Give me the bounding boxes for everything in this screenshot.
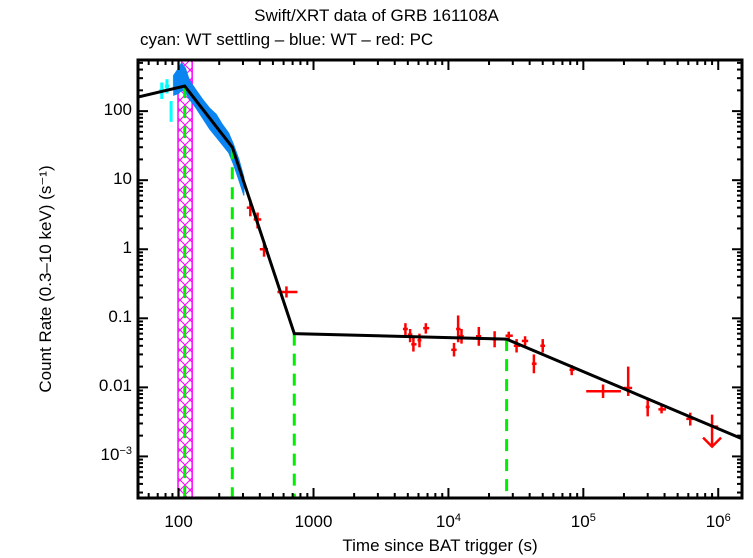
x-tick-label: 105 <box>570 512 596 531</box>
x-axis-label: Time since BAT trigger (s) <box>342 536 538 555</box>
x-tick-label: 1000 <box>294 512 333 531</box>
plot-frame <box>136 58 744 500</box>
pc-point <box>451 342 457 357</box>
pc-point <box>531 354 537 374</box>
pc-point <box>423 323 430 334</box>
pc-point <box>475 326 482 346</box>
pc-point <box>586 384 621 399</box>
y-tick-label: 1 <box>122 238 132 258</box>
y-tick-label: 10 <box>113 169 132 189</box>
pc-point <box>505 331 513 340</box>
wt-settling-point <box>169 101 173 122</box>
down-arrow-icon <box>702 436 722 449</box>
pc-point <box>521 336 529 346</box>
pc-point <box>411 337 417 352</box>
chart-subtitle: cyan: WT settling – blue: WT – red: PC <box>140 30 434 49</box>
x-tick-label: 100 <box>164 512 193 531</box>
excluded-interval-box <box>177 60 193 498</box>
x-tick-label: 106 <box>705 512 731 531</box>
pc-point <box>402 323 408 337</box>
y-tick-label: 10−3 <box>100 445 132 465</box>
pc-upper-limit <box>702 414 722 449</box>
y-tick-label: 100 <box>103 100 132 120</box>
x-tick-label: 104 <box>435 512 461 531</box>
axes <box>136 58 744 500</box>
pc-point <box>540 339 546 353</box>
pc-point <box>459 329 464 344</box>
model-fit-line <box>138 84 742 441</box>
plot-area <box>138 60 742 498</box>
pc-point <box>645 399 650 417</box>
y-tick-label: 0.01 <box>98 376 132 396</box>
y-tick-label: 0.1 <box>108 307 132 327</box>
chart-title: Swift/XRT data of GRB 161108A <box>254 6 499 25</box>
